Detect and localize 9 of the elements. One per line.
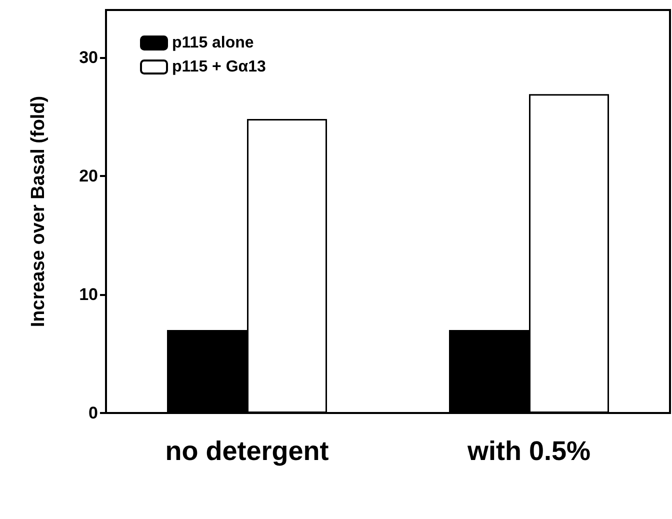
x-tick-label: no detergent	[165, 436, 329, 466]
y-tick-label: 20	[79, 166, 98, 186]
y-axis-title: Increase over Basal (fold)	[28, 96, 49, 328]
y-tick-label: 0	[88, 404, 98, 422]
y-tick-label: 10	[79, 284, 98, 304]
legend-label: p115 + Gα13	[172, 58, 266, 76]
y-tick-label: 30	[79, 48, 98, 67]
legend-label: p115 alone	[172, 34, 254, 52]
x-tick-label: with 0.5%	[466, 436, 591, 466]
